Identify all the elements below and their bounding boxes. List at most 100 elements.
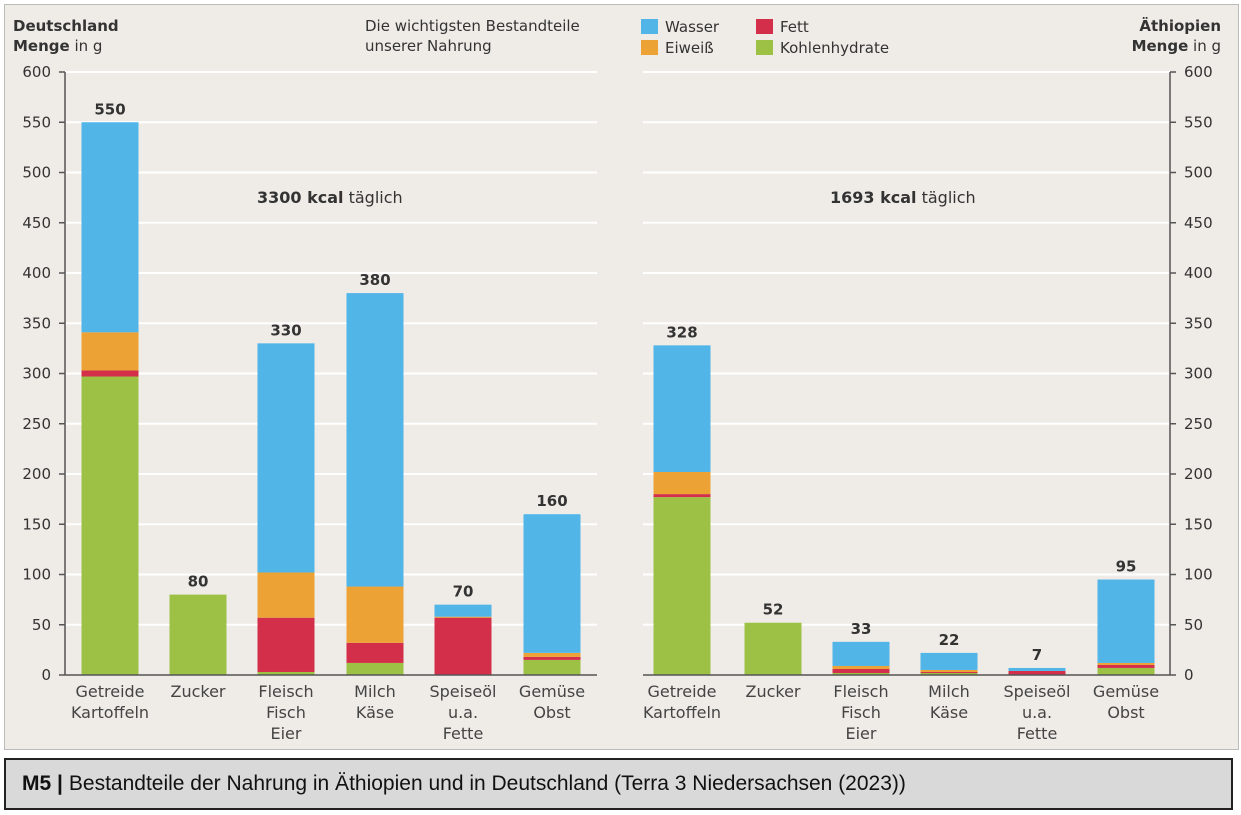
bar-segment-wasser — [832, 641, 890, 666]
bar-segment-wasser — [920, 652, 978, 670]
x-category-label: Obst — [1107, 703, 1144, 722]
y-tick-label: 150 — [1184, 515, 1213, 533]
bar-total-label: 330 — [270, 321, 301, 339]
y-tick-label: 250 — [22, 415, 51, 433]
chart-title-line2: unserer Nahrung — [365, 37, 492, 55]
chart-title-line1: Die wichtigsten Bestandteile — [365, 17, 580, 35]
x-category-label: Gemüse — [1093, 682, 1159, 701]
bar-segment-eiweiss — [920, 669, 978, 672]
right-axis-unit: Menge in g — [1132, 37, 1221, 55]
bar-segment-fett — [1008, 670, 1066, 675]
legend-label-kohlenhydrate: Kohlenhydrate — [780, 39, 889, 57]
y-tick-label: 500 — [1184, 164, 1213, 182]
bar-total-label: 160 — [536, 492, 567, 510]
bar-total-label: 80 — [188, 573, 209, 591]
chart-svg: 050100150200250300350400450500550600550G… — [13, 16, 1221, 743]
x-category-label: Käse — [356, 703, 394, 722]
y-tick-label: 50 — [32, 616, 51, 634]
bar-segment-eiweiss — [346, 586, 404, 643]
y-tick-label: 100 — [1184, 566, 1213, 584]
right-country-title: Äthiopien — [1139, 16, 1221, 35]
bar-segment-eiweiss — [434, 616, 492, 618]
bar-segment-eiweiss — [1097, 662, 1155, 665]
x-category-label: Käse — [930, 703, 968, 722]
left-country-title: Deutschland — [13, 17, 119, 35]
y-tick-label: 0 — [1184, 666, 1194, 684]
x-category-label: Zucker — [170, 682, 225, 701]
y-tick-label: 550 — [1184, 113, 1213, 131]
bar-segment-eiweiss — [81, 332, 139, 371]
bar-segment-wasser — [81, 122, 139, 333]
bar-segment-kohlenhydrate — [920, 672, 978, 675]
x-category-label: Gemüse — [519, 682, 585, 701]
bar-segment-fett — [832, 668, 890, 673]
bar-segment-fett — [346, 642, 404, 663]
figure-caption: M5 | Bestandteile der Nahrung in Äthiopi… — [4, 758, 1233, 810]
legend-label-eiweiss: Eiweiß — [665, 39, 714, 57]
bar-segment-fett — [653, 494, 711, 498]
x-category-label: Milch — [928, 682, 970, 701]
y-tick-label: 250 — [1184, 415, 1213, 433]
y-tick-label: 50 — [1184, 616, 1203, 634]
bar-segment-fett — [920, 671, 978, 673]
label-layer: 050100150200250300350400450500550600550G… — [22, 63, 1212, 743]
y-tick-label: 550 — [22, 113, 51, 131]
y-tick-label: 400 — [22, 264, 51, 282]
bar-segment-wasser — [434, 604, 492, 617]
bar-segment-fett — [523, 656, 581, 660]
x-category-label: Fleisch — [833, 682, 888, 701]
caption-text: Bestandteile der Nahrung in Äthiopien un… — [68, 772, 906, 795]
bar-total-label: 380 — [359, 271, 390, 289]
x-category-label: Zucker — [745, 682, 800, 701]
bar-segment-wasser — [346, 293, 404, 587]
bar-total-label: 52 — [763, 601, 784, 619]
x-category-label: u.a. — [448, 703, 478, 722]
x-category-label: Fette — [443, 724, 484, 743]
bar-segment-kohlenhydrate — [744, 622, 802, 675]
bar-total-label: 550 — [94, 100, 125, 118]
bar-segment-fett — [1097, 664, 1155, 668]
bar-segment-kohlenhydrate — [523, 659, 581, 675]
caption-label: M5 | — [22, 772, 63, 795]
y-tick-label: 150 — [22, 515, 51, 533]
y-tick-label: 400 — [1184, 264, 1213, 282]
bar-segment-wasser — [653, 345, 711, 472]
bar-segment-fett — [434, 617, 492, 675]
bar-segment-eiweiss — [257, 572, 315, 618]
bar-segment-kohlenhydrate — [1097, 667, 1155, 675]
bar-segment-kohlenhydrate — [346, 662, 404, 675]
x-category-label: Obst — [533, 703, 570, 722]
y-tick-label: 500 — [22, 164, 51, 182]
bar-total-label: 328 — [666, 323, 697, 341]
bar-segment-eiweiss — [653, 471, 711, 495]
y-tick-label: 450 — [1184, 214, 1213, 232]
axis-layer — [59, 71, 1176, 676]
bar-total-label: 33 — [851, 620, 872, 638]
y-tick-label: 300 — [1184, 365, 1213, 383]
x-category-label: u.a. — [1022, 703, 1052, 722]
bar-segment-kohlenhydrate — [832, 672, 890, 675]
x-category-label: Kartoffeln — [643, 703, 721, 722]
y-tick-label: 200 — [1184, 465, 1213, 483]
bar-segment-wasser — [523, 514, 581, 653]
bar-segment-wasser — [1097, 579, 1155, 663]
y-tick-label: 0 — [41, 666, 51, 684]
y-tick-label: 350 — [22, 314, 51, 332]
bar-segment-fett — [81, 370, 139, 377]
bar-total-label: 95 — [1116, 558, 1137, 576]
bar-segment-eiweiss — [523, 652, 581, 657]
kcal-deutschland: 3300 kcal täglich — [257, 188, 403, 207]
kcal-aethiopien: 1693 kcal täglich — [830, 188, 976, 207]
legend-label-fett: Fett — [780, 18, 809, 36]
y-tick-label: 600 — [1184, 63, 1213, 81]
bar-segment-kohlenhydrate — [653, 497, 711, 675]
legend-label-wasser: Wasser — [665, 18, 720, 36]
y-tick-label: 350 — [1184, 314, 1213, 332]
x-category-label: Getreide — [75, 682, 144, 701]
y-tick-label: 200 — [22, 465, 51, 483]
legend-swatch-eiweiss — [641, 40, 658, 55]
x-category-label: Milch — [354, 682, 396, 701]
x-category-label: Speiseöl — [1003, 682, 1070, 701]
bar-total-label: 70 — [453, 583, 474, 601]
x-category-label: Kartoffeln — [71, 703, 149, 722]
